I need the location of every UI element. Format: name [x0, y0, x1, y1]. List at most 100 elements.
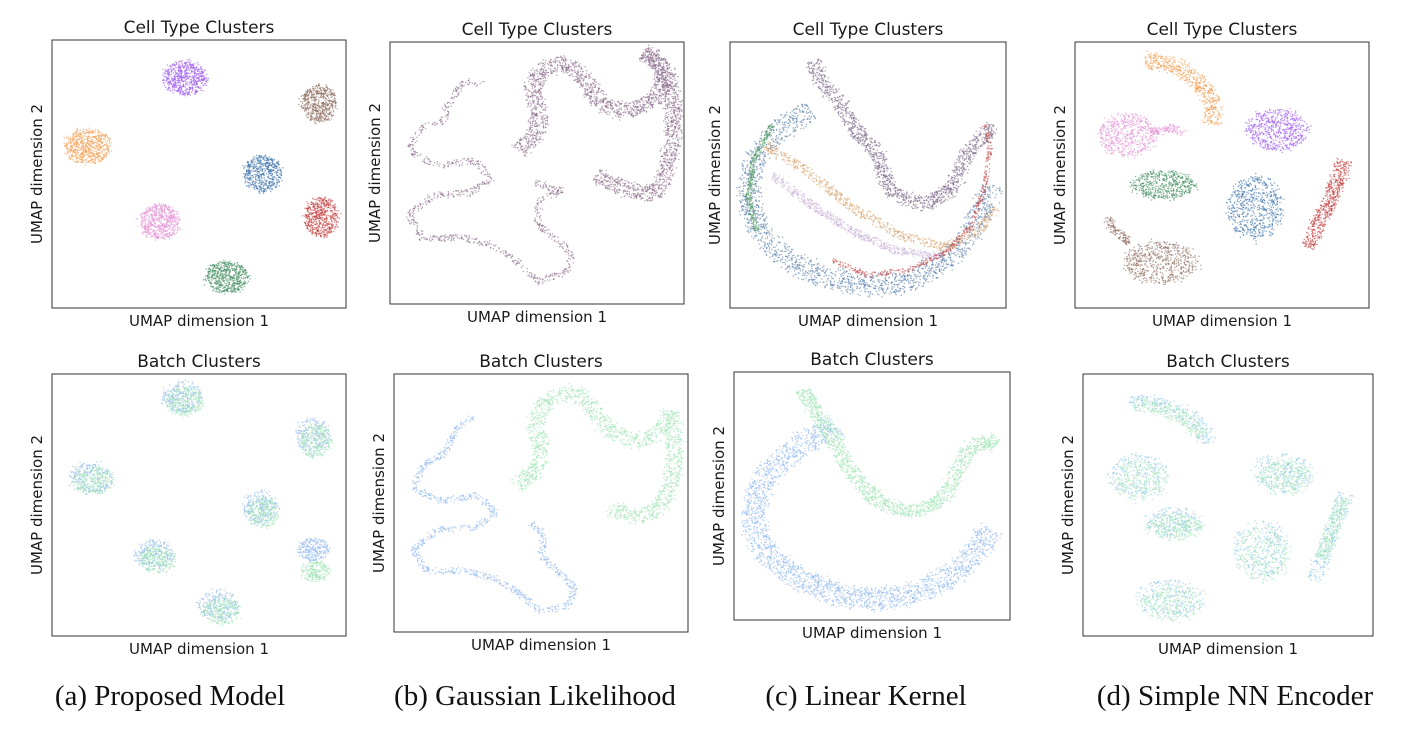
scatter-point — [251, 176, 254, 179]
scatter-point — [149, 220, 151, 223]
scatter-point — [474, 164, 477, 166]
scatter-point — [323, 93, 325, 96]
scatter-point — [558, 192, 560, 194]
scatter-point — [447, 164, 450, 166]
scatter-point — [231, 277, 234, 280]
scatter-point — [444, 233, 447, 236]
scatter-point — [534, 210, 537, 213]
scatter-point — [260, 183, 262, 185]
scatter-point — [321, 199, 324, 201]
scatter-point — [155, 226, 157, 229]
scatter-point — [88, 148, 91, 150]
scatter-point — [259, 168, 261, 170]
scatter-point — [252, 183, 255, 186]
scatter-point — [316, 199, 318, 201]
scatter-point — [140, 224, 143, 226]
scatter-point — [548, 229, 550, 231]
scatter-point — [100, 157, 102, 159]
scatter-point — [242, 288, 244, 291]
scatter-point — [505, 252, 507, 255]
scatter-point — [544, 180, 547, 183]
scatter-point — [91, 138, 93, 140]
scatter-point — [87, 137, 90, 139]
scatter-point — [321, 219, 324, 221]
scatter-point — [92, 146, 94, 148]
scatter-point — [572, 262, 575, 264]
scatter-point — [144, 227, 146, 229]
scatter-point — [321, 216, 324, 219]
scatter-point — [537, 283, 540, 286]
scatter-point — [107, 149, 109, 152]
scatter-point — [213, 265, 216, 267]
scatter-point — [474, 82, 476, 84]
scatter-point — [218, 281, 221, 283]
scatter-point — [324, 104, 327, 106]
scatter-point — [313, 198, 315, 200]
scatter-point — [541, 187, 544, 190]
scatter-point — [87, 129, 89, 132]
scatter-point — [186, 69, 189, 72]
scatter-point — [265, 163, 267, 166]
scatter-point — [263, 167, 265, 170]
scatter-point — [100, 141, 102, 144]
scatter-point — [86, 131, 89, 134]
scatter-point — [221, 283, 224, 286]
scatter-point — [311, 209, 313, 211]
scatter-point — [216, 286, 218, 288]
scatter-point — [214, 271, 216, 273]
scatter-point — [427, 163, 429, 165]
scatter-point — [418, 129, 421, 131]
scatter-point — [568, 266, 571, 268]
scatter-point — [316, 202, 318, 205]
scatter-point — [186, 72, 188, 74]
scatter-point — [229, 260, 231, 263]
scatter-point — [88, 132, 91, 134]
scatter-point — [198, 74, 200, 76]
scatter-point — [86, 141, 89, 143]
scatter-point — [149, 228, 152, 231]
scatter-point — [267, 159, 270, 162]
scatter-point — [566, 245, 569, 247]
scatter-point — [81, 151, 84, 154]
scatter-point — [242, 164, 244, 167]
scatter-point — [563, 242, 565, 244]
scatter-point — [315, 98, 317, 101]
scatter-point — [311, 227, 313, 229]
scatter-point — [153, 213, 155, 215]
scatter-point — [561, 271, 564, 273]
scatter-point — [243, 167, 245, 170]
scatter-point — [515, 259, 517, 262]
scatter-point — [325, 101, 327, 103]
scatter-point — [151, 216, 153, 219]
scatter-point — [85, 128, 88, 131]
scatter-point — [546, 193, 548, 195]
scatter-point — [177, 69, 179, 71]
scatter-point — [253, 159, 256, 161]
scatter-point — [457, 94, 459, 97]
scatter-point — [261, 168, 263, 170]
scatter-point — [451, 234, 454, 237]
scatter-point — [198, 75, 201, 78]
scatter-point — [163, 223, 165, 225]
scatter-point — [309, 208, 312, 210]
scatter-point — [106, 154, 108, 156]
scatter-point — [566, 269, 568, 271]
scatter-point — [278, 181, 281, 183]
scatter-point — [167, 218, 169, 220]
scatter-point — [480, 172, 483, 175]
scatter-point — [188, 75, 191, 78]
scatter-point — [508, 253, 511, 256]
y-axis-label: UMAP dimension 2 — [366, 103, 384, 243]
scatter-point — [236, 266, 238, 269]
scatter-point — [409, 146, 411, 148]
scatter-point — [312, 221, 315, 223]
scatter-point — [482, 165, 484, 167]
scatter-point — [427, 157, 429, 160]
scatter-point — [312, 106, 314, 109]
scatter-point — [68, 135, 70, 138]
scatter-point — [314, 118, 316, 121]
scatter-point — [318, 217, 321, 219]
scatter-point — [147, 210, 150, 213]
scatter-point — [498, 247, 500, 250]
scatter-point — [255, 167, 258, 170]
